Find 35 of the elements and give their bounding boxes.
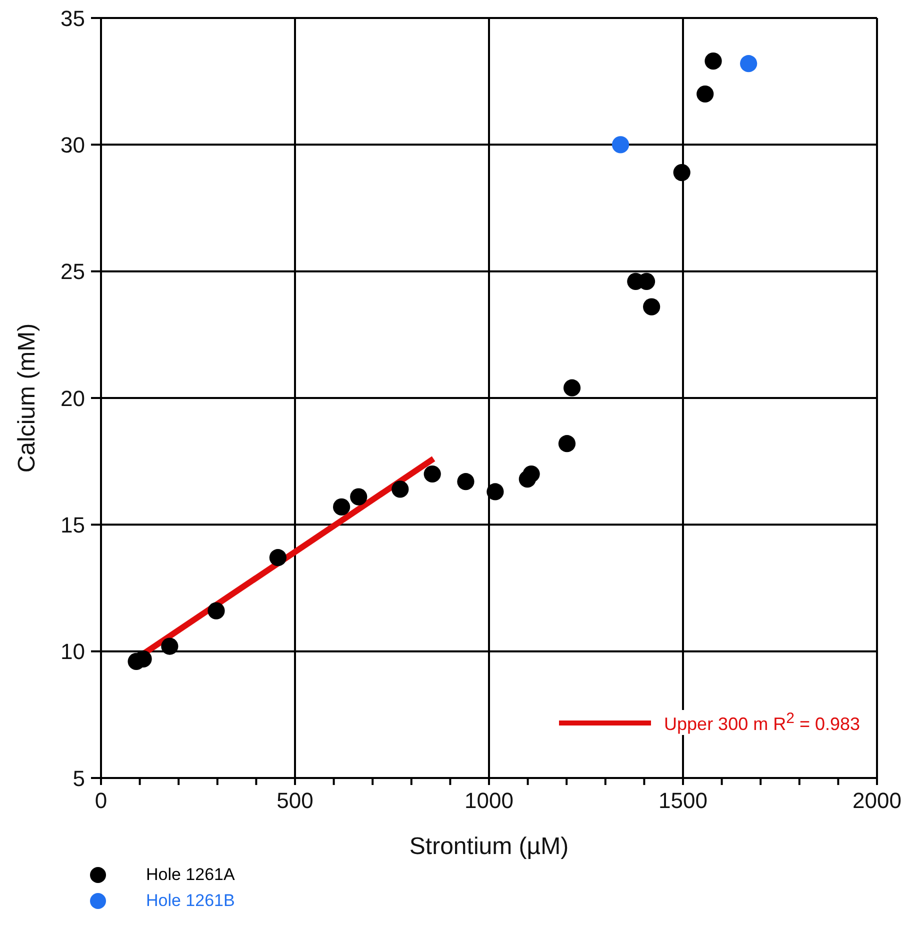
x-tick-label: 2000: [852, 788, 902, 813]
point: [161, 638, 178, 655]
point: [457, 473, 474, 490]
point: [208, 602, 225, 620]
point: [696, 85, 714, 103]
point: [424, 465, 441, 483]
point: [740, 55, 758, 72]
point: [563, 379, 581, 396]
text: Upper 300 m R$^{2}$ = 0.983: [661, 710, 863, 735]
point: [486, 483, 504, 500]
x-tick-label: 1500: [658, 788, 708, 813]
point: [612, 136, 630, 154]
y-tick-label: 30: [60, 132, 85, 158]
point: [392, 480, 409, 498]
point: [269, 549, 286, 566]
y-tick-label: 5: [72, 766, 85, 791]
x-axis-title: Strontium (µM): [409, 833, 569, 860]
x-tick-label: 500: [276, 788, 314, 813]
y-axis-title: Calcium (mM): [14, 323, 41, 473]
y-tick-label: 35: [60, 6, 85, 31]
y-tick-label: 20: [60, 386, 85, 411]
legend-label: Hole 1261A: [146, 865, 235, 885]
point: [673, 164, 690, 182]
point: [522, 465, 540, 483]
y-tick-label: 10: [60, 639, 85, 664]
point: [333, 498, 350, 516]
x-tick-label: 1000: [464, 788, 514, 813]
y-tick-label: 15: [60, 512, 85, 538]
point: [558, 435, 576, 452]
legend-label: Hole 1261B: [146, 891, 235, 911]
point: [350, 488, 368, 506]
y-tick-label: 25: [60, 259, 85, 284]
point: [643, 298, 660, 316]
x-tick-label: 0: [94, 788, 108, 813]
point: [704, 52, 722, 70]
